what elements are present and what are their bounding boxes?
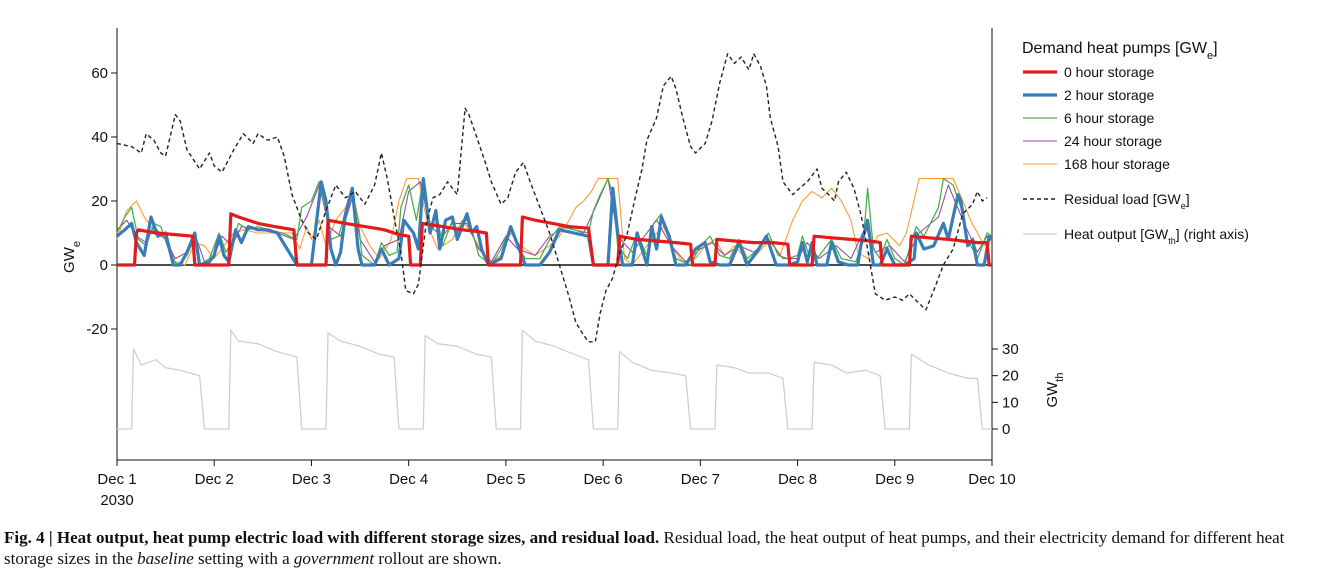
series-line-s2 <box>115 177 994 267</box>
x-tick-label: Dec 1 <box>97 471 136 488</box>
series-line-s168 <box>116 178 993 266</box>
x-tick-label: Dec 9 <box>875 471 914 488</box>
caption-title: Fig. 4 | Heat output, heat pump electric… <box>4 528 660 547</box>
x-tick-label: Dec 3 <box>292 471 331 488</box>
y-tick-label-left: 0 <box>100 257 108 274</box>
y-tick-label-right: 20 <box>1002 368 1019 385</box>
legend-label-residual: Residual load [GWe] <box>1064 191 1190 211</box>
y-tick-label-left: 60 <box>91 65 108 82</box>
caption-text-2: setting with a <box>193 549 294 568</box>
y-tick-label-right: 10 <box>1002 394 1019 411</box>
caption-text-3: rollout are shown. <box>374 549 502 568</box>
y-tick-label-left: -20 <box>86 321 108 338</box>
y-axis-left-title: GWe <box>61 241 83 273</box>
x-tick-label: Dec 10 <box>968 471 1016 488</box>
series-line-residual <box>116 53 988 343</box>
legend-label-s168: 168 hour storage <box>1064 156 1170 172</box>
y-tick-label-left: 40 <box>91 129 108 146</box>
series-line-s0 <box>117 212 992 267</box>
legend-label-s6: 6 hour storage <box>1064 110 1154 126</box>
legend-label-s24: 24 hour storage <box>1064 133 1162 149</box>
y-tick-label-right: 0 <box>1002 421 1010 438</box>
legend-label-s2: 2 hour storage <box>1064 87 1154 103</box>
legend-label-heat: Heat output [GWth] (right axis) <box>1064 226 1249 246</box>
caption-italic-government: government <box>293 549 375 568</box>
x-tick-label: Dec 5 <box>486 471 525 488</box>
legend-title: Demand heat pumps [GWe] <box>1022 40 1218 62</box>
x-tick-label: Dec 6 <box>584 471 623 488</box>
series-group <box>115 53 994 430</box>
x-tick-label: Dec 2 <box>195 471 234 488</box>
y-tick-label-left: 20 <box>91 193 108 210</box>
figure-caption: Fig. 4 | Heat output, heat pump electric… <box>4 527 1314 569</box>
series-line-heat <box>117 329 992 430</box>
y-axis-right-title: GWth <box>1044 372 1066 407</box>
y-tick-label-right: 30 <box>1002 341 1019 358</box>
legend: Demand heat pumps [GWe] 0 hour storage 2 h… <box>1022 40 1249 246</box>
x-tick-label: Dec 4 <box>389 471 428 488</box>
caption-italic-baseline: baseline <box>137 549 194 568</box>
caption-text-1: Residual load, the heat output of heat p… <box>4 528 1285 568</box>
legend-label-s0: 0 hour storage <box>1064 64 1154 80</box>
x-tick-label: Dec 8 <box>778 471 817 488</box>
x-tick-label: Dec 7 <box>681 471 720 488</box>
x-tick-sublabel: 2030 <box>100 492 133 509</box>
